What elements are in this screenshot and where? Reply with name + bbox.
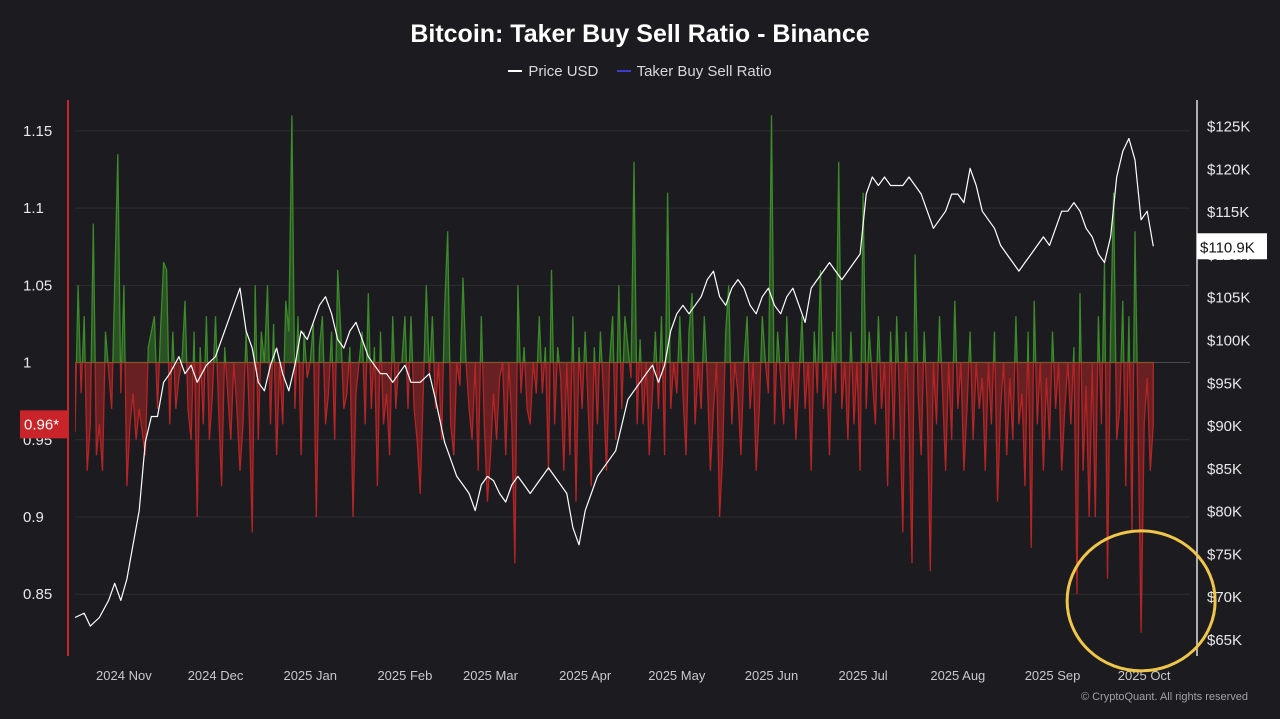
- right-tick-label-4: $85K: [1207, 461, 1242, 478]
- right-tick-label-0: $65K: [1207, 632, 1242, 649]
- current-ratio-badge: [20, 410, 68, 439]
- right-tick-label-2: $75K: [1207, 546, 1242, 563]
- x-tick-label-6: 2025 May: [648, 668, 706, 683]
- left-tick-label-1: 0.9: [23, 509, 44, 526]
- x-tick-label-10: 2025 Sep: [1025, 668, 1081, 683]
- axes: 0.850.90.9511.051.11.150.96*$65K$70K$75K…: [20, 100, 1267, 683]
- ratio-series: [75, 115, 1154, 633]
- ratio-area-below: [75, 362, 1154, 633]
- right-tick-label-1: $70K: [1207, 589, 1242, 606]
- x-tick-label-8: 2025 Jul: [839, 668, 888, 683]
- annotations: [1065, 529, 1217, 673]
- right-tick-label-11: $120K: [1207, 161, 1250, 178]
- right-tick-label-3: $80K: [1207, 504, 1242, 521]
- legend-swatch-ratio: [616, 70, 631, 73]
- ratio-area-above: [75, 115, 1154, 363]
- legend-item-price[interactable]: Price USD: [508, 63, 602, 80]
- x-tick-label-2: 2025 Jan: [283, 668, 337, 683]
- current-ratio-label: 0.96*: [24, 416, 59, 433]
- chart-title: Bitcoin: Taker Buy Sell Ratio - Binance: [410, 20, 870, 48]
- left-tick-label-5: 1.1: [23, 200, 44, 217]
- x-tick-label-3: 2025 Feb: [377, 668, 432, 683]
- x-tick-label-9: 2025 Aug: [930, 668, 985, 683]
- left-tick-label-0: 0.85: [23, 586, 52, 603]
- legend-label-price: Price USD: [528, 63, 599, 80]
- legend-item-ratio[interactable]: Taker Buy Sell Ratio: [616, 63, 772, 80]
- current-price-badge: [1197, 233, 1267, 260]
- x-tick-label-5: 2025 Apr: [559, 668, 612, 683]
- legend-swatch-price: [508, 70, 523, 73]
- x-tick-label-7: 2025 Jun: [745, 668, 799, 683]
- x-tick-label-0: 2024 Nov: [96, 668, 152, 683]
- copyright-footer: © CryptoQuant. All rights reserved: [1080, 691, 1248, 703]
- left-tick-label-3: 1: [23, 355, 31, 372]
- right-tick-label-12: $125K: [1207, 119, 1250, 136]
- chart-legend: Price USD Taker Buy Sell Ratio: [0, 63, 1280, 80]
- right-tick-label-10: $115K: [1207, 204, 1249, 221]
- legend-label-ratio: Taker Buy Sell Ratio: [636, 63, 772, 80]
- left-tick-label-6: 1.15: [23, 123, 52, 140]
- price-series: [74, 137, 1154, 627]
- right-tick-label-7: $100K: [1207, 333, 1250, 350]
- left-tick-label-4: 1.05: [23, 277, 52, 294]
- current-price-label: $110.9K: [1200, 239, 1255, 256]
- price-line: [74, 137, 1154, 627]
- right-tick-label-5: $90K: [1207, 418, 1242, 435]
- x-tick-label-1: 2024 Dec: [188, 668, 244, 683]
- x-tick-label-4: 2025 Mar: [463, 668, 519, 683]
- highlight-circle: [1065, 529, 1217, 673]
- right-tick-label-6: $95K: [1207, 375, 1242, 392]
- right-tick-label-8: $105K: [1207, 290, 1250, 307]
